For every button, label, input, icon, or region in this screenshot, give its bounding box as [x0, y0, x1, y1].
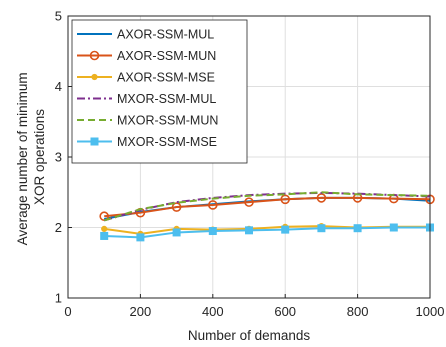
data-point-mxor-ssm-mse: [100, 231, 109, 240]
data-point-mxor-ssm-mse: [172, 228, 181, 237]
x-tick-label: 400: [202, 304, 224, 319]
data-point-mxor-ssm-mse: [389, 223, 398, 232]
legend-label-mxor-ssm-mul: MXOR-SSM-MUL: [117, 92, 216, 106]
x-tick-label: 0: [64, 304, 71, 319]
legend-marker-axor-ssm-mun: [89, 50, 100, 61]
x-tick-label: 800: [347, 304, 369, 319]
legend-marker-axor-ssm-mse: [91, 73, 98, 81]
y-tick-label: 1: [55, 291, 62, 306]
legend-label-axor-ssm-mul: AXOR-SSM-MUL: [117, 28, 214, 42]
y-tick-label: 5: [55, 9, 62, 24]
data-point-mxor-ssm-mse: [317, 224, 326, 233]
legend-marker-mxor-ssm-mse: [90, 137, 99, 146]
series-lines: [99, 191, 435, 242]
data-point-mxor-ssm-mse: [208, 227, 217, 236]
data-point-axor-ssm-mun: [171, 202, 182, 212]
legend-label-mxor-ssm-mse: MXOR-SSM-MSE: [117, 135, 217, 149]
y-axis-title-line-1: Average number of minimum: [15, 72, 30, 245]
legend-label-mxor-ssm-mun: MXOR-SSM-MUN: [117, 114, 218, 128]
legend-box: [71, 19, 248, 164]
data-point-axor-ssm-mun: [208, 200, 218, 210]
data-point-axor-ssm-mun: [280, 194, 291, 205]
y-tick-label: 3: [55, 150, 62, 165]
series-line-mxor-ssm-mun: [103, 191, 431, 222]
series-mxor-ssm-mun: [103, 191, 431, 222]
legend: AXOR-SSM-MUL AXOR-SSM-MUN AXOR-SSM-MSE MXOR…: [71, 19, 248, 164]
legend-label-axor-ssm-mun: AXOR-SSM-MUN: [117, 49, 216, 63]
y-tick-label: 4: [55, 79, 62, 94]
axis-ticks: 0 200 400 600 800 1000 1 2 3 4 5: [55, 9, 445, 320]
series-line-mxor-ssm-mse: [104, 226, 430, 239]
data-point-mxor-ssm-mse: [245, 226, 253, 235]
x-tick-label: 200: [130, 304, 152, 319]
y-axis-title-line-2: XOR operations: [32, 109, 47, 205]
data-point-mxor-ssm-mse: [281, 225, 290, 234]
data-point-axor-ssm-mun: [244, 197, 254, 207]
data-point-mxor-ssm-mse: [136, 233, 145, 242]
x-tick-label: 1000: [416, 304, 445, 319]
data-point-mxor-ssm-mse: [353, 224, 362, 233]
series-line-axor-ssm-mun: [104, 196, 431, 218]
y-tick-label: 2: [55, 220, 62, 235]
data-point-axor-ssm-mse: [101, 225, 108, 233]
legend-label-axor-ssm-mse: AXOR-SSM-MSE: [117, 71, 215, 85]
x-axis-title: Number of demands: [188, 328, 311, 343]
y-axis-title: Average number of minimum XOR operations: [15, 69, 47, 246]
x-tick-label: 600: [274, 304, 296, 319]
